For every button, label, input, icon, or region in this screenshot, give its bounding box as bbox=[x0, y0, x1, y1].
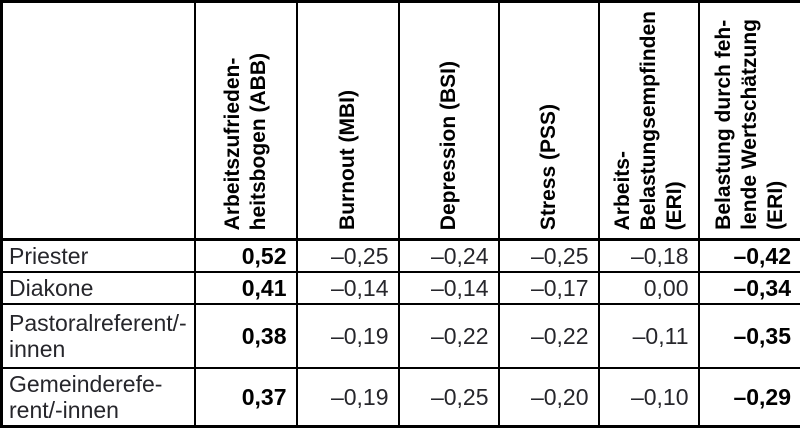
value-cell: –0,19 bbox=[297, 368, 399, 427]
row-label-pastoralreferent: Pastoralreferent/- innen bbox=[2, 304, 195, 368]
value-cell: 0,00 bbox=[599, 272, 699, 304]
value-cell: –0,18 bbox=[599, 240, 699, 273]
column-header-abb: Arbeitszufrieden- heitsbogen (ABB) bbox=[195, 2, 297, 240]
value-cell: 0,52 bbox=[195, 240, 297, 273]
column-header-eri-wertschaetzung-label: Belastung durch feh- lende Wertschätzung… bbox=[711, 19, 789, 238]
value-cell: –0,20 bbox=[499, 368, 599, 427]
column-header-bsi: Depression (BSI) bbox=[399, 2, 499, 240]
value-cell: –0,34 bbox=[699, 272, 800, 304]
value-cell: –0,25 bbox=[297, 240, 399, 273]
value-cell: –0,25 bbox=[499, 240, 599, 273]
column-header-eri-belastung-label: Arbeits- Belastungsempfinden (ERI) bbox=[610, 11, 688, 238]
column-header-pss-label: Stress (PSS) bbox=[536, 104, 562, 238]
table-row-diakone: Diakone 0,41 –0,14 –0,14 –0,17 0,00 –0,3… bbox=[2, 272, 800, 304]
value-cell: 0,41 bbox=[195, 272, 297, 304]
corner-cell bbox=[2, 2, 195, 240]
value-cell: –0,42 bbox=[699, 240, 800, 273]
value-cell: 0,37 bbox=[195, 368, 297, 427]
header-row: Arbeitszufrieden- heitsbogen (ABB) Burno… bbox=[2, 2, 800, 240]
value-cell: –0,17 bbox=[499, 272, 599, 304]
value-cell: –0,22 bbox=[399, 304, 499, 368]
value-cell: –0,29 bbox=[699, 368, 800, 427]
value-cell: –0,14 bbox=[399, 272, 499, 304]
value-cell: –0,35 bbox=[699, 304, 800, 368]
value-cell: –0,22 bbox=[499, 304, 599, 368]
table-row-pastoralreferent: Pastoralreferent/- innen 0,38 –0,19 –0,2… bbox=[2, 304, 800, 368]
value-cell: –0,24 bbox=[399, 240, 499, 273]
value-cell: –0,11 bbox=[599, 304, 699, 368]
column-header-mbi-label: Burnout (MBI) bbox=[335, 90, 361, 238]
value-cell: –0,19 bbox=[297, 304, 399, 368]
value-cell: –0,14 bbox=[297, 272, 399, 304]
value-cell: –0,25 bbox=[399, 368, 499, 427]
column-header-mbi: Burnout (MBI) bbox=[297, 2, 399, 240]
row-label-priester: Priester bbox=[2, 240, 195, 273]
column-header-bsi-label: Depression (BSI) bbox=[436, 61, 462, 238]
column-header-eri-belastung: Arbeits- Belastungsempfinden (ERI) bbox=[599, 2, 699, 240]
row-label-diakone: Diakone bbox=[2, 272, 195, 304]
value-cell: –0,10 bbox=[599, 368, 699, 427]
column-header-pss: Stress (PSS) bbox=[499, 2, 599, 240]
column-header-eri-wertschaetzung: Belastung durch feh- lende Wertschätzung… bbox=[699, 2, 800, 240]
table-row-priester: Priester 0,52 –0,25 –0,24 –0,25 –0,18 –0… bbox=[2, 240, 800, 273]
value-cell: 0,38 bbox=[195, 304, 297, 368]
column-header-abb-label: Arbeitszufrieden- heitsbogen (ABB) bbox=[220, 53, 272, 238]
row-label-gemeindereferent: Gemeinderefe- rent/-innen bbox=[2, 368, 195, 427]
table-row-gemeindereferent: Gemeinderefe- rent/-innen 0,37 –0,19 –0,… bbox=[2, 368, 800, 427]
